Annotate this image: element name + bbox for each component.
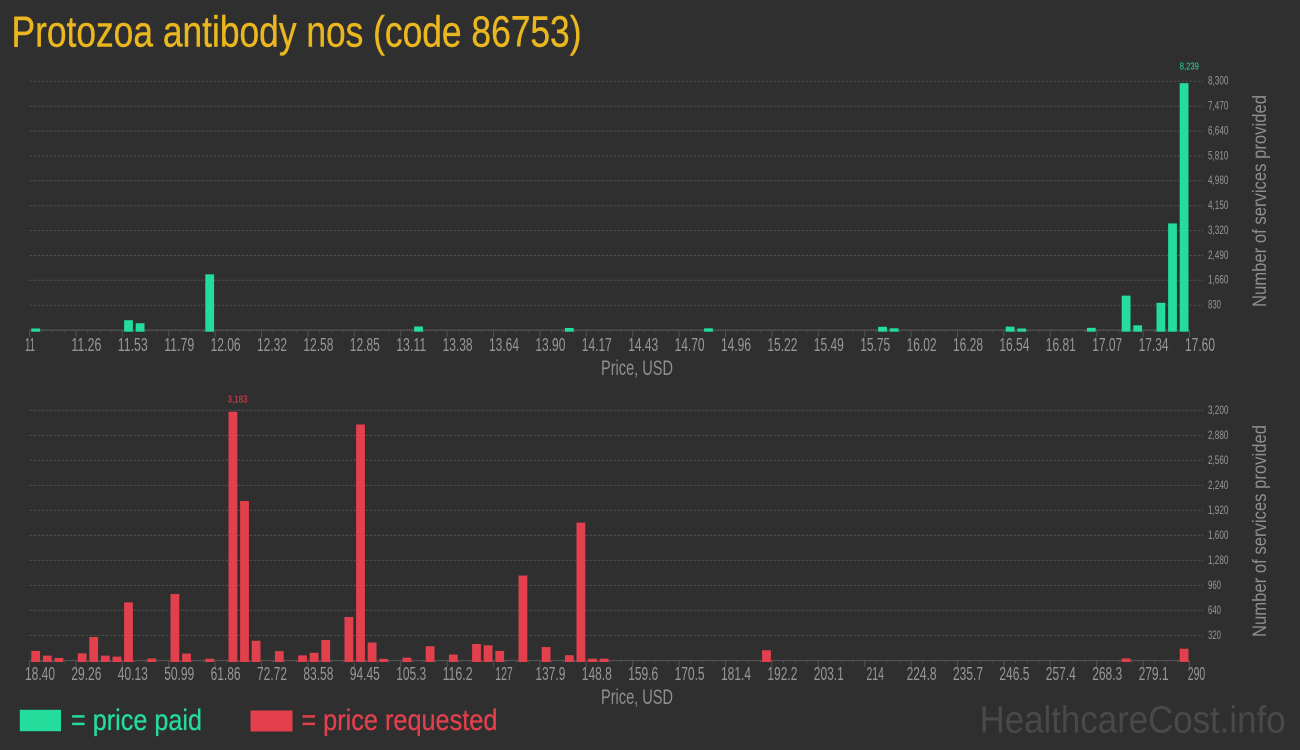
svg-text:16.02: 16.02 [907,335,937,355]
svg-text:1,660: 1,660 [1208,273,1229,287]
svg-text:2,560: 2,560 [1208,453,1229,467]
svg-text:1,280: 1,280 [1208,553,1229,567]
svg-text:13.90: 13.90 [535,335,565,355]
svg-text:159.6: 159.6 [628,664,658,684]
svg-text:224.8: 224.8 [907,664,937,684]
svg-text:1,920: 1,920 [1208,503,1229,517]
svg-text:12.58: 12.58 [303,335,333,355]
svg-text:105.3: 105.3 [396,664,426,684]
svg-text:12.32: 12.32 [257,335,287,355]
svg-text:13.64: 13.64 [489,335,519,355]
svg-text:246.5: 246.5 [999,664,1029,684]
svg-text:15.49: 15.49 [814,335,844,355]
svg-text:214: 214 [867,664,884,684]
svg-text:181.4: 181.4 [721,664,751,684]
svg-text:13.11: 13.11 [396,335,426,355]
svg-text:HealthcareCost.info: HealthcareCost.info [980,700,1286,742]
svg-text:13.38: 13.38 [443,335,473,355]
svg-text:Price, USD: Price, USD [601,686,673,709]
svg-text:203.1: 203.1 [814,664,844,684]
svg-text:Number of services provided: Number of services provided [1249,95,1271,307]
svg-text:2,490: 2,490 [1208,248,1229,262]
svg-text:= price requested: = price requested [301,704,497,737]
svg-text:17.34: 17.34 [1139,335,1169,355]
svg-text:17.60: 17.60 [1185,335,1215,355]
svg-text:1,600: 1,600 [1208,528,1229,542]
svg-text:268.3: 268.3 [1092,664,1122,684]
svg-text:Number of services provided: Number of services provided [1249,425,1271,637]
svg-text:257.4: 257.4 [1046,664,1076,684]
svg-text:61.86: 61.86 [211,664,241,684]
svg-text:72.72: 72.72 [257,664,287,684]
svg-text:830: 830 [1208,298,1221,312]
svg-text:192.2: 192.2 [767,664,797,684]
svg-text:290: 290 [1188,664,1205,684]
svg-text:16.81: 16.81 [1046,335,1076,355]
svg-text:12.06: 12.06 [211,335,241,355]
svg-text:7,470: 7,470 [1208,99,1229,113]
svg-text:14.43: 14.43 [628,335,658,355]
svg-text:50.99: 50.99 [164,664,194,684]
svg-text:11.53: 11.53 [118,335,148,355]
svg-text:235.7: 235.7 [953,664,983,684]
svg-text:4,980: 4,980 [1208,173,1229,187]
svg-text:2,880: 2,880 [1208,428,1229,442]
svg-text:4,150: 4,150 [1208,198,1229,212]
svg-text:14.96: 14.96 [721,335,751,355]
svg-text:14.70: 14.70 [675,335,705,355]
svg-text:29.26: 29.26 [71,664,101,684]
svg-text:8,300: 8,300 [1208,74,1229,88]
svg-text:137.9: 137.9 [535,664,565,684]
svg-text:279.1: 279.1 [1139,664,1169,684]
svg-text:12.85: 12.85 [350,335,380,355]
svg-text:960: 960 [1208,578,1221,592]
svg-text:11: 11 [25,335,35,355]
svg-text:6,640: 6,640 [1208,124,1229,138]
svg-text:16.28: 16.28 [953,335,983,355]
svg-text:83.58: 83.58 [303,664,333,684]
svg-text:16.54: 16.54 [999,335,1029,355]
svg-text:8,239: 8,239 [1180,62,1199,73]
svg-text:= price paid: = price paid [71,704,202,737]
svg-text:17.07: 17.07 [1092,335,1122,355]
svg-text:15.75: 15.75 [860,335,890,355]
svg-text:320: 320 [1208,628,1221,642]
svg-text:11.79: 11.79 [164,335,194,355]
svg-text:Protozoa antibody nos (code 86: Protozoa antibody nos (code 86753) [12,8,582,57]
svg-text:15.22: 15.22 [767,335,797,355]
svg-text:640: 640 [1208,603,1221,617]
svg-text:170.5: 170.5 [675,664,705,684]
svg-text:5,810: 5,810 [1208,148,1229,162]
svg-text:2,240: 2,240 [1208,478,1229,492]
svg-text:3,320: 3,320 [1208,223,1229,237]
svg-text:127: 127 [495,664,512,684]
svg-text:148.8: 148.8 [582,664,612,684]
svg-text:Price, USD: Price, USD [601,357,673,380]
svg-text:40.13: 40.13 [118,664,148,684]
svg-text:18.40: 18.40 [25,664,55,684]
svg-text:14.17: 14.17 [582,335,612,355]
svg-text:116.2: 116.2 [443,664,473,684]
svg-text:3,183: 3,183 [228,394,248,405]
svg-text:3,200: 3,200 [1208,403,1229,417]
svg-text:94.45: 94.45 [350,664,380,684]
svg-text:11.26: 11.26 [71,335,101,355]
